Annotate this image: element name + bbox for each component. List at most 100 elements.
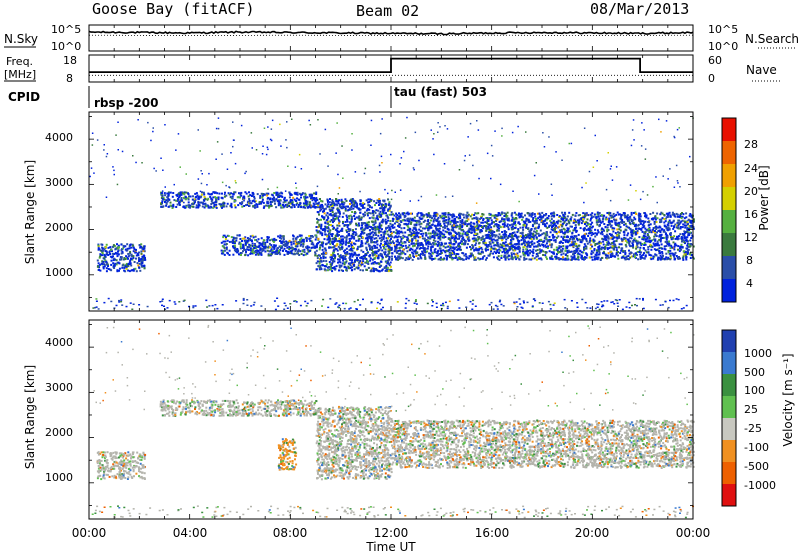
power-cells-cell [389,220,392,222]
power-cells-cell [275,251,278,254]
power-cells-cell [240,252,243,254]
power-cells-cell [331,240,334,243]
power-cells-cell [204,203,207,206]
power-cells-cell [328,240,331,243]
power-cells-cell [526,245,529,248]
power-cells-cell [531,235,534,238]
power-cells-cell [221,197,224,200]
power-cells-cell [108,251,111,254]
power-cells-cell [333,267,336,270]
power-cells-cell [261,247,264,250]
power-cells-cell [548,240,551,243]
power-cells-cell [528,258,531,261]
power-cells-cell [472,254,474,257]
power-cells-cell [673,253,676,256]
power-cells-cell [525,227,528,229]
power-cells-cell [300,241,303,243]
power-cells-cell [578,218,581,221]
power-cells-cell [350,218,353,221]
power-cells-cell [338,224,341,227]
power-cells-cell [322,257,325,260]
power-cells-cell [361,261,363,264]
power-cells-cell [401,257,404,260]
power-cells-cell [141,260,144,263]
power-cells-cell [626,226,629,229]
power-cells-cell [333,260,336,263]
power-cells-cell [222,204,225,207]
power-cells-cell [600,248,603,251]
power-cells-cell [314,200,317,203]
power-cells-cell [602,246,605,249]
power-cells-cell [389,247,392,250]
power-cells-cell [234,237,237,240]
power-cells-cell [344,258,347,260]
frequency-panel: Freq. [MHz] 18 8 60 0 Nave [4,54,780,85]
power-cells-cell [308,193,311,196]
power-cells-cell [276,252,279,255]
power-cells-cell [611,253,614,256]
power-cells-cell [312,202,315,205]
power-cells-cell [203,193,206,196]
power-cells-cell [600,228,603,231]
power-cells-cell [322,210,324,213]
power-cells-cell [544,254,547,257]
power-cells-cell [466,232,469,235]
power-cells-cell [581,215,584,218]
power-cells-cell [424,219,426,222]
power-cells-cell [248,243,251,246]
power-cells-cell [492,252,495,255]
power-cells-cell [263,205,266,208]
power-cells-cell [434,251,437,254]
power-cells-cell [282,244,285,246]
power-cells-cell [138,258,141,261]
power-cells-cell [368,229,371,232]
power-cells-cell [339,256,342,259]
power-cells-cell [327,217,330,220]
power-cells-cell [364,224,367,227]
power-cells-cell [466,223,469,226]
power-cells-cell [130,269,133,272]
power-cells-cell [644,240,647,243]
power-cells-cell [594,244,597,247]
power-cells-cell [324,207,327,210]
power-cells-cell [332,240,335,243]
power-cells-cell [522,228,525,231]
power-cells-cell [318,266,321,269]
power-cells-cell [294,247,297,250]
power-cells-cell [537,227,540,230]
power-cells-cell [570,255,573,258]
power-cells-cell [311,199,314,202]
power-cells-cell [400,227,403,230]
power-cells-cell [294,245,297,248]
power-cells-cell [414,250,417,253]
power-cells-cell [245,250,247,253]
power-cells-cell [208,193,211,196]
power-cells-cell [381,208,384,211]
power-cells-cell [103,256,106,259]
power-cells-cell [388,245,391,248]
power-cells-cell [338,215,341,218]
power-cells-cell [300,243,303,246]
power-cells-cell [494,239,497,242]
power-cells-cell [338,199,341,202]
power-cells-cell [183,191,186,194]
power-cells-cell [385,221,388,224]
power-cells-cell [160,192,163,195]
power-cells-cell [262,206,265,209]
power-cells-cell [601,220,604,223]
power-cells-cell [360,240,363,243]
power-cells-cell [383,253,386,256]
power-cells-cell [381,212,384,215]
power-cells-cell [375,252,378,255]
power-cells-cell [385,270,388,272]
power-cells-cell [223,195,226,198]
power-cells-cell [373,237,376,240]
power-cells-cell [652,255,655,258]
power-cells-cell [222,205,225,208]
power-cells-cell [269,239,271,242]
power-cells-cell [346,251,349,253]
power-cells-cell [358,234,361,237]
power-cells-cell [644,243,647,246]
power-cells-cell [464,223,467,226]
power-cells-cell [278,192,281,195]
